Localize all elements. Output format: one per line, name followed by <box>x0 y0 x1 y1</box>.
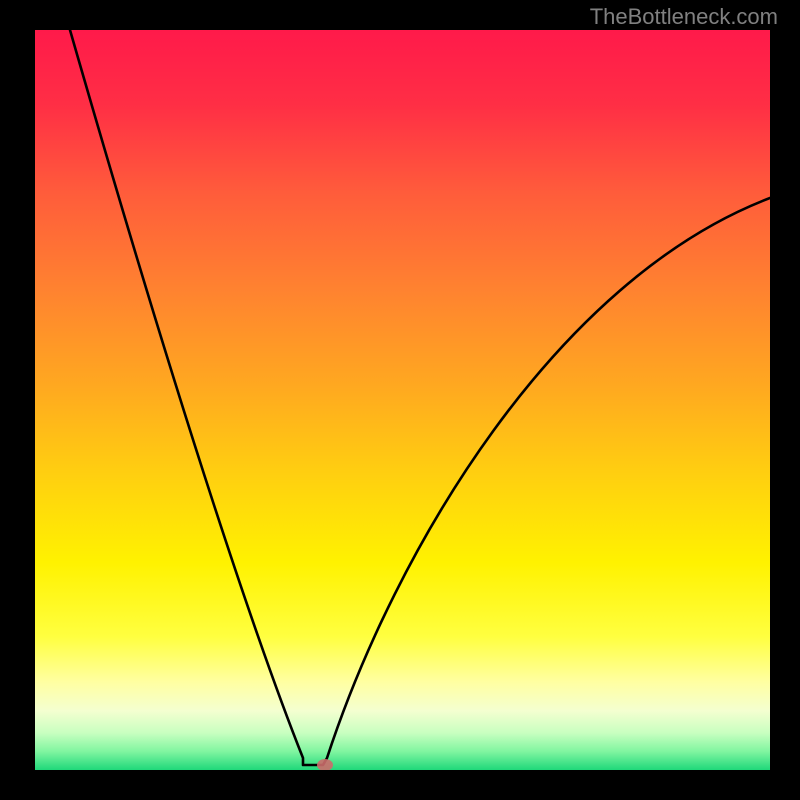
optimum-marker <box>317 759 333 770</box>
watermark-text: TheBottleneck.com <box>590 4 778 30</box>
plot-area <box>35 30 770 770</box>
bottleneck-curve <box>35 30 770 770</box>
